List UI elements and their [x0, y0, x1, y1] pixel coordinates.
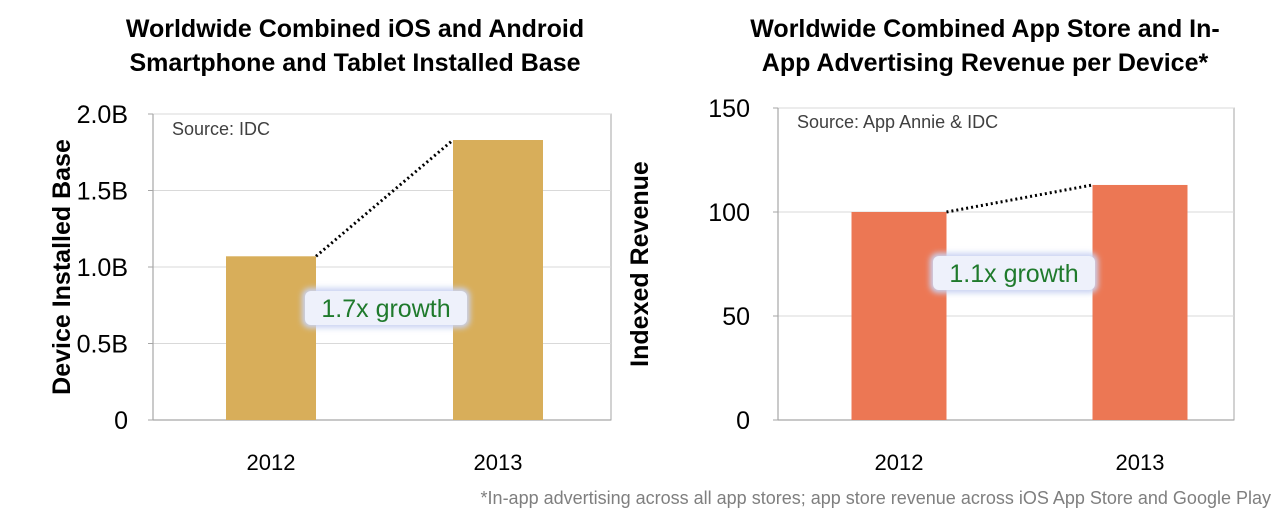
y-tick-label: 1.5B: [77, 178, 128, 206]
chart-title-line: App Advertising Revenue per Device*: [761, 49, 1209, 77]
x-tick-label: 2013: [1116, 450, 1165, 475]
y-tick-label: 0: [736, 407, 750, 435]
growth-label-box: [305, 291, 467, 325]
footnote: *In-app advertising across all app store…: [480, 488, 1271, 508]
y-tick-label: 50: [722, 303, 750, 331]
x-tick-label: 2013: [474, 450, 523, 475]
x-tick-label: 2012: [875, 450, 924, 475]
growth-trend-line: [315, 138, 454, 258]
growth-label: 1.1x growth: [949, 260, 1078, 288]
y-tick-label: 2.0B: [77, 101, 128, 129]
chart-installed-base: 0 0.5B 1.0B 1.5B 2.0B 2012 2013 1.7x growth Sour…: [48, 101, 612, 475]
bar-2012: [851, 212, 947, 420]
source-label: Source: IDC: [172, 119, 270, 139]
source-label: Source: App Annie & IDC: [797, 112, 998, 132]
bar-2013: [453, 140, 543, 420]
y-axis-label: Indexed Revenue: [626, 161, 654, 367]
y-tick-label: 1.0B: [77, 254, 128, 282]
y-axis-label: Device Installed Base: [48, 139, 76, 395]
x-tick-label: 2012: [247, 450, 296, 475]
growth-label: 1.7x growth: [321, 295, 450, 323]
growth-label-box: [933, 256, 1095, 290]
chart-title-revenue-per-device: Worldwide Combined App Store and In- App…: [690, 12, 1279, 80]
y-tick-label: 0.5B: [77, 331, 128, 359]
growth-trend-line: [946, 183, 1093, 214]
chart-title-line: Worldwide Combined App Store and In-: [750, 15, 1220, 43]
bar-2013: [1092, 184, 1188, 420]
chart-title-line: Smartphone and Tablet Installed Base: [129, 49, 581, 77]
chart-revenue-per-device: 0 50 100 150 2012 2013 1.1x growth Source: App …: [626, 95, 1235, 475]
chart-title-line: Worldwide Combined iOS and Android: [125, 15, 585, 43]
y-tick-label: 0: [114, 407, 128, 435]
y-tick-label: 100: [708, 199, 750, 227]
y-tick-label: 150: [708, 95, 750, 123]
chart-title-installed-base: Worldwide Combined iOS and Android Smart…: [60, 12, 650, 80]
bar-2012: [226, 256, 316, 420]
